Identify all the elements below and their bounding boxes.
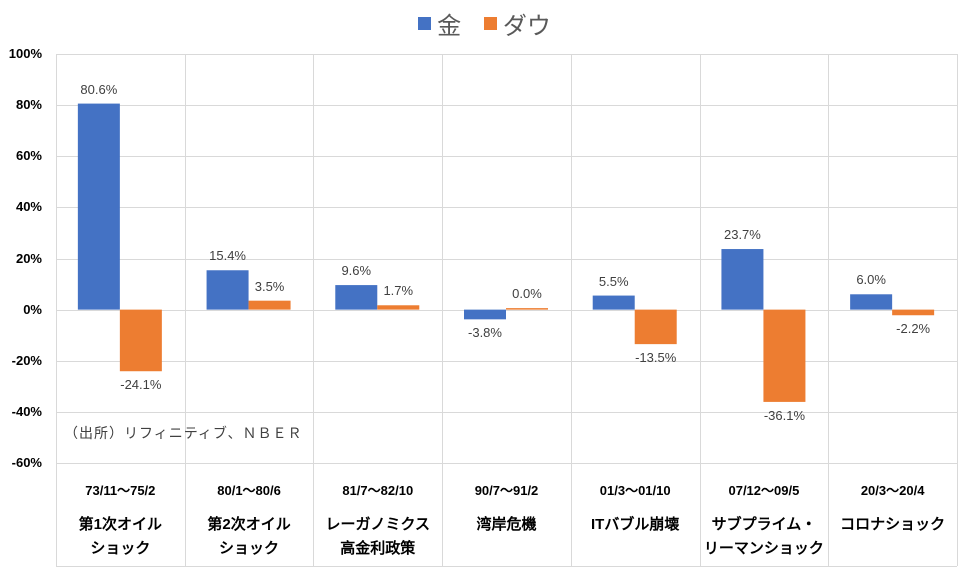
category-period: 81/7〜82/10 — [342, 483, 414, 498]
category-name: リーマンショック — [703, 540, 824, 557]
data-label-gold: 9.6% — [341, 263, 372, 279]
category-name: サブプライム・ — [711, 516, 817, 533]
bar-dow — [892, 309, 935, 316]
data-label-dow: -24.1% — [120, 377, 162, 393]
category-label: 20/3〜20/4 コロナショック — [828, 480, 957, 537]
category-period: 90/7〜91/2 — [474, 483, 539, 498]
data-label-dow: 0.0% — [512, 286, 542, 302]
category-name: 高金利政策 — [340, 540, 416, 557]
category-name: コロナショック — [840, 516, 946, 533]
category-name: ショック — [90, 540, 151, 557]
category-name: 第1次オイル — [78, 516, 163, 533]
data-label-gold: 6.0% — [856, 272, 886, 288]
data-label-gold: 5.5% — [598, 273, 629, 289]
y-tick-label: -60% — [11, 455, 42, 470]
data-label-dow: 1.7% — [383, 283, 414, 299]
category-period: 80/1〜80/6 — [217, 483, 281, 498]
category-name: 第2次オイル — [207, 516, 291, 533]
category-label: 81/7〜82/10 レーガノミクス 高金利政策 — [313, 480, 442, 561]
category-label: 07/12〜09/5 サブプライム・ リーマンショック — [700, 480, 829, 561]
bar-dow — [634, 309, 677, 345]
data-label-gold: 23.7% — [723, 227, 761, 243]
category-label: 90/7〜91/2 湾岸危機 — [442, 480, 571, 537]
data-label-dow: -2.2% — [896, 321, 931, 337]
bar-dow — [119, 309, 162, 372]
y-tick-label: 100% — [8, 46, 42, 61]
bar-gold — [77, 103, 120, 310]
bar-dow — [506, 308, 548, 310]
legend-item-gold: 金 — [418, 6, 461, 41]
category-name: レーガノミクス — [325, 516, 431, 533]
legend-label-gold: 金 — [437, 13, 462, 40]
data-label-gold: 80.6% — [80, 81, 118, 97]
data-label-dow: 3.5% — [254, 278, 285, 294]
data-label-dow: -36.1% — [763, 407, 806, 423]
category-name: 湾岸危機 — [476, 516, 537, 533]
category-label: 73/11〜75/2 第1次オイル ショック — [56, 480, 185, 561]
y-tick-label: 40% — [15, 199, 42, 215]
bar-gold — [721, 249, 764, 310]
bar-dow — [763, 309, 806, 402]
chart-legend: 金 ダウ — [0, 6, 969, 41]
bar-dow — [377, 305, 420, 310]
legend-swatch-dow — [483, 17, 497, 30]
legend-item-dow: ダウ — [483, 6, 551, 41]
y-tick-label: 80% — [15, 97, 42, 113]
bar-dow — [248, 300, 291, 310]
y-tick-label: 60% — [15, 148, 42, 164]
category-name: ショック — [219, 540, 280, 557]
y-tick-label: 20% — [15, 250, 42, 266]
category-period: 20/3〜20/4 — [860, 483, 925, 498]
category-period: 01/3〜01/10 — [599, 483, 671, 498]
y-tick-label: -20% — [11, 352, 42, 368]
bar-gold — [592, 295, 635, 310]
category-label: 01/3〜01/10 ITバブル崩壊 — [571, 480, 700, 537]
category-period: 07/12〜09/5 — [728, 483, 800, 498]
legend-label-dow: ダウ — [502, 13, 551, 40]
category-name: ITバブル崩壊 — [591, 516, 680, 533]
y-tick-label: 0% — [23, 301, 42, 317]
bar-gold — [206, 270, 249, 310]
category-label: 80/1〜80/6 第2次オイル ショック — [185, 480, 314, 561]
bar-gold — [335, 285, 378, 310]
data-label-gold: 15.4% — [209, 248, 246, 264]
legend-swatch-gold — [418, 17, 432, 30]
y-tick-label: -40% — [11, 403, 42, 419]
data-label-dow: -13.5% — [635, 350, 677, 366]
bar-gold — [464, 309, 506, 320]
bar-gold — [850, 294, 893, 310]
source-note: （出所）リフィニティブ、ＮＢＥＲ — [64, 425, 303, 441]
category-period: 73/11〜75/2 — [85, 483, 156, 498]
data-label-gold: -3.8% — [468, 325, 502, 341]
